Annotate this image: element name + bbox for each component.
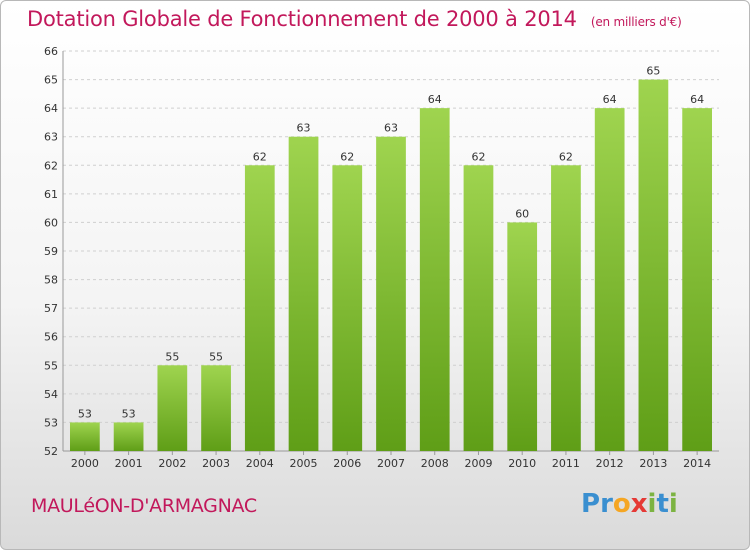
chart-labels: 52 53 54 55 56 57 58 59 60 61 62 63 64 65 66 53 2000 53 20… (44, 45, 711, 470)
data-label: 62 (559, 150, 573, 163)
commune-name: MAULéON-D'ARMAGNAC (31, 495, 257, 517)
y-tick-label: 52 (44, 445, 58, 458)
y-tick-label: 61 (44, 188, 58, 201)
bar (201, 365, 231, 451)
data-label: 64 (428, 93, 442, 106)
bar (507, 222, 538, 451)
y-tick-label: 55 (44, 359, 58, 372)
y-tick-label: 63 (44, 131, 58, 144)
chart-bars (69, 79, 713, 452)
x-tick-label: 2008 (421, 457, 449, 470)
data-label: 55 (165, 350, 179, 363)
data-label: 63 (297, 122, 311, 135)
x-tick-label: 2013 (639, 457, 667, 470)
chart-subtitle: (en milliers d'€) (590, 15, 682, 29)
chart-title-text: Dotation Globale de Fonctionnement de 20… (27, 7, 577, 31)
x-tick-label: 2011 (552, 457, 580, 470)
x-tick-label: 2007 (377, 457, 405, 470)
logo-letter: P (581, 489, 601, 519)
data-label: 55 (209, 350, 223, 363)
data-label: 53 (122, 407, 136, 420)
y-tick-label: 64 (44, 102, 58, 115)
x-tick-label: 2003 (202, 457, 230, 470)
data-label: 62 (471, 150, 485, 163)
logo-letter: t (656, 489, 669, 519)
x-tick-label: 2012 (596, 457, 624, 470)
bar (419, 108, 450, 452)
x-tick-label: 2010 (508, 457, 536, 470)
y-tick-label: 60 (44, 216, 58, 229)
y-tick-label: 65 (44, 74, 58, 87)
bar (244, 165, 275, 452)
bar (463, 165, 494, 452)
y-tick-label: 58 (44, 274, 58, 287)
logo-letter: i (668, 489, 678, 519)
data-label: 53 (78, 407, 92, 420)
bar (376, 136, 406, 451)
y-tick-label: 59 (44, 245, 58, 258)
data-label: 62 (340, 150, 354, 163)
x-tick-label: 2000 (71, 457, 99, 470)
y-tick-label: 53 (44, 416, 58, 429)
data-label: 64 (603, 93, 617, 106)
data-label: 65 (646, 65, 660, 78)
chart-title: Dotation Globale de Fonctionnement de 20… (27, 7, 682, 31)
data-label: 60 (515, 207, 529, 220)
bar (157, 365, 188, 451)
logo-letter: o (612, 489, 631, 519)
logo-letter: r (600, 489, 613, 519)
proxiti-logo: Proxiti (581, 489, 678, 519)
x-tick-label: 2004 (246, 457, 274, 470)
bar (551, 165, 581, 452)
bar (69, 422, 100, 451)
bar (288, 136, 319, 451)
y-tick-label: 57 (44, 302, 58, 315)
y-tick-label: 66 (44, 45, 58, 58)
x-tick-label: 2006 (333, 457, 361, 470)
x-tick-label: 2002 (158, 457, 186, 470)
x-tick-label: 2001 (115, 457, 143, 470)
x-tick-label: 2009 (464, 457, 492, 470)
data-label: 62 (253, 150, 267, 163)
bar (332, 165, 363, 452)
y-tick-label: 56 (44, 331, 58, 344)
bar (594, 108, 625, 452)
data-label: 64 (690, 93, 704, 106)
data-label: 63 (384, 122, 398, 135)
x-tick-label: 2005 (290, 457, 318, 470)
y-tick-label: 62 (44, 159, 58, 172)
bar (682, 108, 713, 452)
x-tick-label: 2014 (683, 457, 711, 470)
logo-letter: x (630, 489, 648, 519)
y-tick-label: 54 (44, 388, 58, 401)
bar (638, 79, 669, 452)
logo-letter: i (647, 489, 657, 519)
bar (113, 422, 144, 451)
